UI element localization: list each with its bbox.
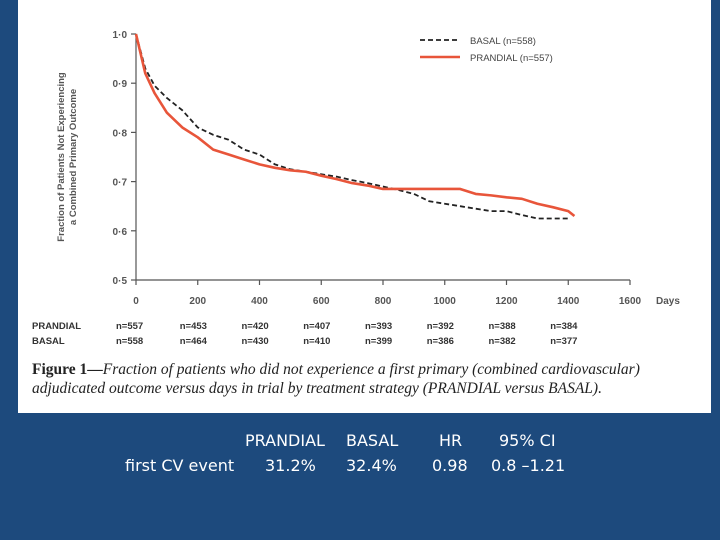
value-basal: 32.4% bbox=[346, 456, 397, 475]
at-risk-count: n=464 bbox=[180, 336, 208, 347]
x-axis-label: Days bbox=[656, 296, 680, 307]
x-tick-label: 1000 bbox=[434, 296, 457, 307]
at-risk-count: n=453 bbox=[180, 321, 207, 332]
figure-panel: 0·5 0·6 0·7 0·8 0·9 1·0 0 200 400 600 800 1000 1200 1… bbox=[18, 0, 711, 413]
y-tick-label: 0·5 bbox=[113, 276, 128, 287]
caption-lead: Figure 1 bbox=[32, 361, 88, 378]
x-tick-label: 800 bbox=[375, 296, 392, 307]
y-axis-label-line: Fraction of Patients Not Experiencing bbox=[56, 72, 67, 242]
at-risk-count: n=393 bbox=[365, 321, 392, 332]
caption-text: Fraction of patients who did not experie… bbox=[32, 361, 640, 397]
at-risk-count: n=384 bbox=[550, 321, 578, 332]
survival-chart: 0·5 0·6 0·7 0·8 0·9 1·0 0 200 400 600 800 1000 1200 1… bbox=[32, 30, 680, 347]
at-risk-row-label: PRANDIAL bbox=[32, 321, 81, 332]
at-risk-count: n=392 bbox=[427, 321, 454, 332]
x-tick-label: 600 bbox=[313, 296, 330, 307]
at-risk-count: n=407 bbox=[303, 321, 330, 332]
header-prandial: PRANDIAL bbox=[245, 431, 325, 450]
caption-dash: — bbox=[87, 361, 103, 378]
x-tick-label: 1200 bbox=[495, 296, 518, 307]
y-tick-label: 1·0 bbox=[113, 30, 128, 41]
value-prandial: 31.2% bbox=[265, 456, 316, 475]
header-basal: BASAL bbox=[346, 431, 399, 450]
value-ci: 0.8 –1.21 bbox=[491, 456, 566, 475]
y-tick-label: 0·6 bbox=[113, 227, 128, 238]
at-risk-row-label: BASAL bbox=[32, 336, 65, 347]
legend-entry: PRANDIAL (n=557) bbox=[470, 53, 553, 64]
at-risk-count: n=377 bbox=[550, 336, 577, 347]
x-tick-label: 400 bbox=[251, 296, 268, 307]
y-tick-label: 0·9 bbox=[113, 79, 128, 90]
x-tick-label: 0 bbox=[133, 296, 139, 307]
y-axis-label: Fraction of Patients Not Experiencinga C… bbox=[56, 72, 79, 242]
x-tick-label: 1400 bbox=[557, 296, 580, 307]
y-axis-label-line: a Combined Primary Outcome bbox=[68, 89, 79, 225]
x-tick-label: 1600 bbox=[619, 296, 642, 307]
legend-entry: BASAL (n=558) bbox=[470, 36, 536, 47]
x-tick-label: 200 bbox=[189, 296, 206, 307]
y-tick-label: 0·7 bbox=[113, 178, 128, 189]
header-hr: HR bbox=[439, 431, 463, 450]
at-risk-count: n=420 bbox=[242, 321, 269, 332]
at-risk-count: n=558 bbox=[116, 336, 143, 347]
basal-series-line bbox=[135, 33, 569, 220]
at-risk-count: n=410 bbox=[303, 336, 330, 347]
at-risk-count: n=386 bbox=[427, 336, 454, 347]
at-risk-count: n=557 bbox=[116, 321, 143, 332]
at-risk-count: n=399 bbox=[365, 336, 392, 347]
y-tick-label: 0·8 bbox=[113, 128, 128, 139]
at-risk-count: n=430 bbox=[242, 336, 269, 347]
row-label: first CV event bbox=[125, 456, 235, 475]
header-ci: 95% CI bbox=[499, 431, 556, 450]
at-risk-count: n=382 bbox=[489, 336, 516, 347]
figure-caption: Figure 1—Fraction of patients who did no… bbox=[32, 360, 704, 398]
prandial-series-line bbox=[134, 33, 576, 218]
at-risk-count: n=388 bbox=[489, 321, 516, 332]
value-hr: 0.98 bbox=[432, 456, 468, 475]
